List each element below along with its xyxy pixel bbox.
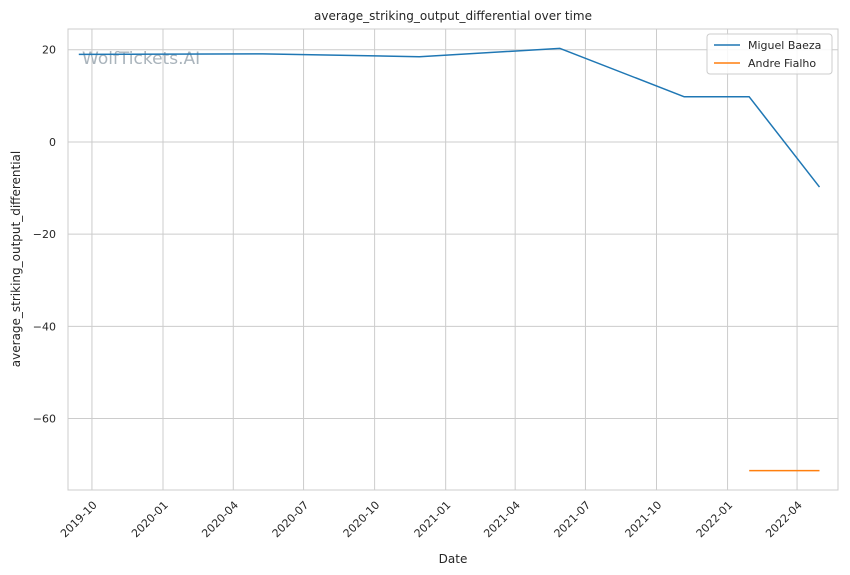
x-tick-label: 2022-01 [694, 499, 736, 541]
y-tick-label: −40 [33, 320, 56, 333]
y-axis-ticks: 20 0 −20 −40 −60 [33, 44, 56, 426]
y-tick-label: −60 [33, 413, 56, 426]
x-tick-label: 2022-04 [763, 499, 805, 541]
series [78, 47, 821, 472]
x-tick-label: 2021-01 [412, 499, 454, 541]
x-tick-label: 2021-04 [481, 499, 523, 541]
x-tick-label: 2020-10 [341, 499, 383, 541]
x-axis-label: Date [439, 552, 468, 566]
series-line-miguel-baeza [78, 47, 821, 188]
x-tick-label: 2020-01 [129, 499, 171, 541]
x-tick-label: 2020-04 [199, 499, 241, 541]
y-tick-label: −20 [33, 228, 56, 241]
plot-area [67, 28, 839, 491]
y-axis-label: average_striking_output_differential [9, 151, 23, 367]
legend-box [706, 33, 833, 75]
x-tick-label: 2019-10 [58, 499, 100, 541]
legend-label-miguel-baeza: Miguel Baeza [748, 39, 821, 52]
grid [68, 29, 838, 490]
legend: Miguel Baeza Andre Fialho [706, 33, 833, 75]
x-tick-label: 2021-07 [552, 499, 594, 541]
y-tick-label: 20 [42, 44, 56, 57]
y-tick-label: 0 [49, 136, 56, 149]
watermark: WolfTickets.AI [82, 49, 200, 69]
chart-title: average_striking_output_differential ove… [314, 9, 592, 23]
x-tick-label: 2020-07 [270, 499, 312, 541]
x-axis-ticks: 2019-10 2020-01 2020-04 2020-07 2020-10 2021-… [58, 499, 805, 541]
legend-label-andre-fialho: Andre Fialho [748, 57, 816, 70]
x-tick-label: 2021-10 [623, 499, 665, 541]
